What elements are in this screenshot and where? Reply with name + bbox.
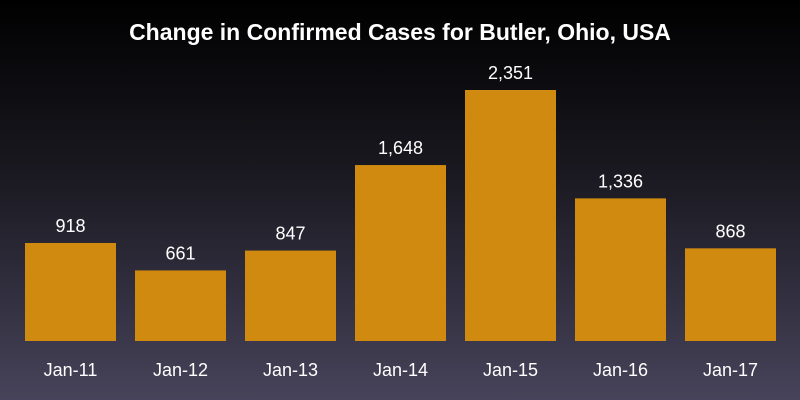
bar-jan-15 (465, 90, 556, 341)
bar-jan-13 (245, 250, 336, 341)
data-label-jan-16: 1,336 (598, 171, 643, 191)
data-label-jan-12: 661 (165, 243, 195, 263)
x-tick-label-jan-12: Jan-12 (153, 360, 208, 380)
x-tick-label-jan-11: Jan-11 (44, 360, 98, 380)
data-label-jan-17: 868 (715, 221, 745, 241)
bar-jan-11 (25, 242, 116, 341)
x-tick-label-jan-17: Jan-17 (703, 360, 758, 380)
data-label-jan-14: 1,648 (378, 138, 423, 158)
bar-jan-17 (685, 248, 776, 341)
data-label-jan-11: 918 (55, 216, 85, 236)
bar-jan-16 (575, 198, 666, 341)
x-tick-label-jan-13: Jan-13 (263, 360, 318, 380)
x-tick-label-jan-16: Jan-16 (593, 360, 648, 380)
bar-jan-14 (355, 165, 446, 341)
bar-jan-12 (135, 270, 226, 341)
data-label-jan-13: 847 (275, 224, 305, 244)
chart-title: Change in Confirmed Cases for Butler, Oh… (129, 19, 671, 45)
x-tick-label-jan-15: Jan-15 (483, 360, 538, 380)
x-tick-label-jan-14: Jan-14 (373, 360, 428, 380)
data-label-jan-15: 2,351 (488, 63, 533, 83)
